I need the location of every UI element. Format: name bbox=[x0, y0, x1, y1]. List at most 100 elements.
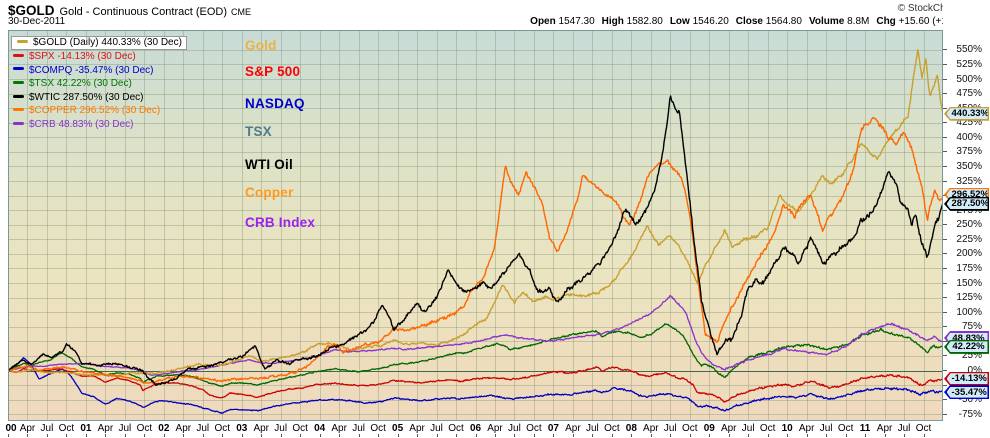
watermark-crb-index: CRB Index bbox=[245, 215, 316, 230]
quote-value-low: 1546.20 bbox=[689, 16, 729, 27]
x-year-label: 05 bbox=[392, 423, 404, 434]
x-month-label: Oct bbox=[526, 423, 542, 434]
quote-value-high: 1582.80 bbox=[623, 16, 663, 27]
y-tick-mark bbox=[943, 238, 947, 240]
x-tick-mark bbox=[436, 434, 438, 437]
x-tick-mark bbox=[631, 434, 633, 437]
y-tick-label: 175% bbox=[956, 262, 982, 274]
ohlc-quote-row: Open 1547.30 High 1582.80 Low 1546.20 Close… bbox=[523, 16, 985, 27]
price-callout-neg14.13: -14.13% bbox=[944, 371, 989, 386]
y-tick-label: 475% bbox=[956, 88, 982, 100]
x-month-label: Apr bbox=[565, 423, 581, 434]
x-tick-mark bbox=[202, 434, 204, 437]
x-month-label: Jul bbox=[430, 423, 443, 434]
callout-value: 287.50% bbox=[946, 198, 988, 210]
legend-item-gold: $GOLD (Daily) 440.33% (30 Dec) bbox=[11, 36, 187, 50]
x-month-label: Apr bbox=[720, 423, 737, 434]
quote-label-low: Low bbox=[669, 16, 690, 27]
legend-item-wtic: $WTIC 287.50% (30 Dec) bbox=[11, 91, 187, 105]
x-tick-mark bbox=[572, 434, 574, 437]
quote-value-volume: 8.8M bbox=[844, 16, 870, 27]
x-tick-mark bbox=[475, 434, 477, 437]
x-tick-mark bbox=[904, 434, 906, 437]
y-tick-mark bbox=[943, 297, 947, 299]
series-line-gold bbox=[8, 49, 943, 377]
x-month-label: Jul bbox=[274, 423, 288, 434]
y-tick-mark bbox=[943, 209, 947, 211]
quote-date: 30-Dec-2011 bbox=[8, 16, 66, 27]
y-tick-label: -75% bbox=[958, 408, 982, 420]
instrument-title: Gold - Continuous Contract (EOD) bbox=[59, 6, 228, 18]
price-callout-440.33: 440.33% bbox=[944, 106, 989, 121]
legend-label: $CRB 48.83% (30 Dec) bbox=[29, 118, 134, 130]
y-tick-mark bbox=[943, 49, 947, 51]
y-tick-mark bbox=[943, 355, 947, 357]
x-tick-mark bbox=[709, 434, 711, 437]
legend-label: $WTIC 287.50% (30 Dec) bbox=[29, 91, 144, 103]
x-month-label: Oct bbox=[292, 423, 308, 434]
x-tick-mark bbox=[748, 434, 750, 437]
y-tick-mark bbox=[943, 282, 947, 284]
y-tick-mark bbox=[943, 180, 947, 182]
y-tick-mark bbox=[943, 136, 947, 138]
x-month-label: Jul bbox=[819, 423, 833, 434]
x-tick-mark bbox=[85, 434, 87, 437]
x-year-label: 09 bbox=[703, 423, 715, 434]
y-tick-mark bbox=[943, 399, 947, 401]
legend-item-tsx: $TSX 42.22% (30 Dec) bbox=[11, 77, 187, 91]
x-month-label: Jul bbox=[40, 423, 54, 434]
x-month-label: Apr bbox=[487, 423, 503, 434]
x-tick-mark bbox=[553, 434, 555, 437]
y-tick-label: 25% bbox=[961, 350, 982, 362]
price-callout-42.22: 42.22% bbox=[944, 339, 989, 354]
series-line-crb-index bbox=[8, 295, 943, 376]
y-tick-mark bbox=[943, 165, 947, 167]
x-month-label: Apr bbox=[798, 423, 815, 434]
x-tick-mark bbox=[27, 434, 29, 437]
x-month-label: Oct bbox=[58, 423, 75, 434]
x-tick-mark bbox=[163, 434, 165, 437]
x-month-label: Apr bbox=[331, 423, 347, 434]
x-month-label: Oct bbox=[214, 423, 231, 434]
legend-swatch bbox=[13, 121, 24, 125]
series-line-s-p-500 bbox=[8, 366, 943, 403]
x-tick-mark bbox=[397, 434, 399, 437]
y-tick-label: 375% bbox=[956, 146, 982, 158]
x-tick-mark bbox=[46, 434, 48, 437]
y-tick-mark bbox=[943, 340, 947, 342]
x-month-label: Apr bbox=[643, 423, 659, 434]
y-tick-label: 400% bbox=[956, 131, 982, 143]
y-tick-mark bbox=[943, 63, 947, 65]
y-tick-mark bbox=[943, 326, 947, 328]
x-tick-mark bbox=[806, 434, 808, 437]
watermark-s-p-500: S&P 500 bbox=[245, 64, 301, 79]
y-tick-mark bbox=[943, 151, 947, 153]
x-tick-mark bbox=[417, 434, 419, 437]
y-tick-mark bbox=[943, 78, 947, 80]
price-chart-canvas bbox=[8, 30, 943, 421]
y-tick-mark bbox=[943, 311, 947, 313]
legend-label: $SPX -14.13% (30 Dec) bbox=[29, 51, 136, 62]
x-month-label: Oct bbox=[681, 423, 698, 434]
y-tick-mark bbox=[943, 413, 947, 415]
legend-item-copper: $COPPER 296.52% (30 Dec) bbox=[11, 104, 187, 118]
chart-header: $GOLD Gold - Continuous Contract (EOD) CME bbox=[8, 2, 251, 20]
x-tick-mark bbox=[592, 434, 594, 437]
x-tick-mark bbox=[339, 434, 341, 437]
x-tick-mark bbox=[494, 434, 496, 437]
legend-swatch bbox=[13, 67, 24, 71]
x-tick-mark bbox=[319, 434, 321, 437]
x-tick-mark bbox=[105, 434, 107, 437]
y-tick-mark bbox=[943, 122, 947, 124]
x-year-label: 10 bbox=[781, 423, 793, 434]
x-month-label: Jul bbox=[508, 423, 521, 434]
symbol-label: $GOLD bbox=[8, 3, 55, 18]
quote-label-open: Open bbox=[530, 16, 556, 27]
x-month-label: Apr bbox=[253, 423, 269, 434]
y-tick-mark bbox=[943, 384, 947, 386]
quote-value-chg: +15.60 (+1.01%) bbox=[895, 16, 974, 27]
x-tick-mark bbox=[650, 434, 652, 437]
y-tick-mark bbox=[943, 107, 947, 109]
watermark-wti-oil: WTI Oil bbox=[245, 157, 293, 172]
quote-value-close: 1564.80 bbox=[763, 16, 802, 27]
